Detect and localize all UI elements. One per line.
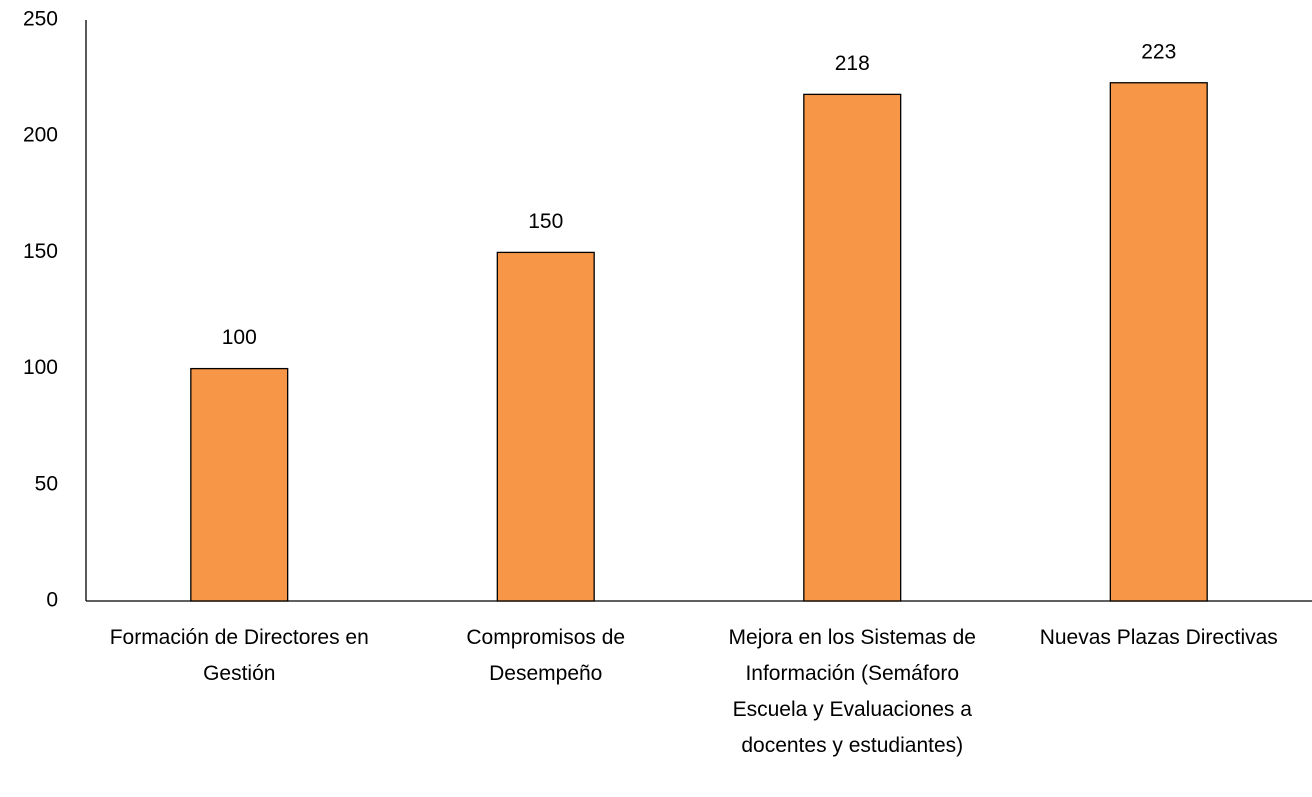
y-tick-label: 200 [23, 124, 58, 147]
bar [496, 251, 595, 602]
y-tick-label: 0 [46, 589, 58, 612]
bar [1109, 82, 1208, 602]
x-tick-label: Mejora en los Sistemas de Información (Se… [729, 626, 976, 757]
x-tick-label: Nuevas Plazas Directivas [1040, 626, 1278, 649]
data-label: 150 [528, 210, 563, 233]
x-tick-label: Compromisos de Desempeño [466, 626, 625, 685]
y-tick-label: 150 [23, 240, 58, 263]
data-label: 223 [1141, 40, 1176, 63]
y-tick-label: 100 [23, 356, 58, 379]
data-label: 100 [222, 326, 257, 349]
x-tick-label: Formación de Directores en Gestión [110, 626, 369, 685]
y-tick-label: 50 [35, 472, 58, 495]
bar [190, 367, 289, 602]
bar [803, 93, 902, 602]
data-label: 218 [835, 52, 870, 75]
y-tick-label: 250 [23, 8, 58, 31]
